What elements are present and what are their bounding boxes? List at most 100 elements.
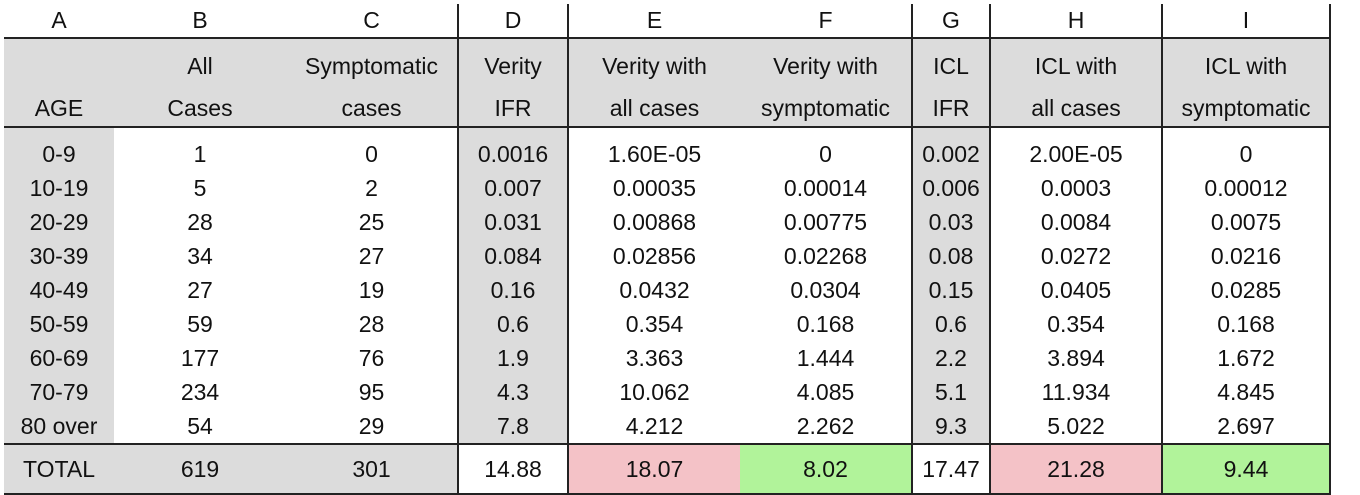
- value-cell: 0.0003: [989, 171, 1162, 205]
- value-cell: 0.08: [911, 239, 990, 273]
- value-cell: 76: [358, 344, 385, 371]
- table-row: 10-19 5 2 0.007 0.00035 0.00014 0.006 0.0003 0.0…: [4, 171, 1331, 205]
- value-cell: 0.168: [796, 310, 855, 337]
- value-cell: 0.15: [911, 273, 990, 307]
- value-cell: 4.212: [567, 409, 740, 444]
- value-cell: 0.0432: [567, 273, 740, 307]
- table-row: 80 over 54 29 7.8 4.212 2.262 9.3 5.022 2.697: [4, 409, 1331, 444]
- value-cell: 5.022: [989, 409, 1162, 444]
- header-row-1: All Symptomatic Verity Verity with Verity wi…: [4, 38, 1331, 82]
- header-row-2: AGE Cases cases IFR all cases symptomatic IFR a…: [4, 82, 1331, 128]
- value-cell: 3.894: [989, 341, 1162, 375]
- header-cell: cases: [286, 82, 458, 128]
- header-cell: all cases: [989, 82, 1162, 128]
- value-cell: 4.085: [796, 378, 855, 405]
- value-cell: 0.0216: [1161, 239, 1331, 273]
- header-cell: AGE: [4, 82, 114, 128]
- value-cell: 3.363: [567, 341, 740, 375]
- header-cell: ICL with: [1161, 38, 1331, 82]
- age-cell: 40-49: [4, 273, 114, 307]
- header-cell: ICL: [911, 38, 990, 82]
- total-cell: 8.02: [740, 443, 912, 495]
- header-cell: Verity with: [740, 38, 912, 82]
- value-cell: 0: [365, 141, 378, 167]
- value-cell: 0.00014: [783, 174, 868, 201]
- table-row: 60-69 177 76 1.9 3.363 1.444 2.2 3.894 1.672: [4, 341, 1331, 375]
- age-cell: 0-9: [4, 127, 114, 171]
- column-letter: A: [4, 4, 114, 39]
- value-cell: 1: [193, 141, 207, 167]
- table-row: 30-39 34 27 0.084 0.02856 0.02268 0.08 0.0272 0.…: [4, 239, 1331, 273]
- header-cell: [4, 38, 114, 82]
- header-cell: Cases: [114, 82, 286, 128]
- value-cell: 1.444: [796, 344, 855, 371]
- value-cell: 0.00775: [783, 208, 868, 235]
- header-cell: Verity with: [567, 38, 740, 82]
- column-letter: I: [1161, 4, 1331, 39]
- total-label: TOTAL: [4, 443, 114, 495]
- column-letter: H: [989, 4, 1162, 39]
- table-row: 70-79 234 95 4.3 10.062 4.085 5.1 11.934 4.845: [4, 375, 1331, 409]
- value-cell: 29: [358, 412, 385, 439]
- age-cell: 80 over: [4, 409, 114, 444]
- age-cell: 20-29: [4, 205, 114, 239]
- total-cell: 21.28: [989, 443, 1162, 495]
- value-cell: 0.03: [911, 205, 990, 239]
- value-cell: 0.354: [989, 307, 1162, 341]
- header-cell: IFR: [457, 82, 568, 128]
- value-cell: 0: [1161, 127, 1331, 171]
- value-cell: 5.1: [911, 375, 990, 409]
- header-cell: IFR: [911, 82, 990, 128]
- table-row: 40-49 27 19 0.16 0.0432 0.0304 0.15 0.0405 0.028…: [4, 273, 1331, 307]
- table-row: 0-9 1 0 0.0016 1.60E-05 0 0.002 2.00E-05 0: [4, 127, 1331, 171]
- total-cell: 17.47: [911, 443, 990, 495]
- value-cell: 0.00035: [567, 171, 740, 205]
- value-cell: 0.084: [457, 239, 568, 273]
- value-cell: 0.0016: [457, 127, 568, 171]
- header-cell: symptomatic: [1161, 82, 1331, 128]
- value-cell: 9.3: [911, 409, 990, 444]
- header-cell: symptomatic: [740, 82, 912, 128]
- table-row: 20-29 28 25 0.031 0.00868 0.00775 0.03 0.0084 0.…: [4, 205, 1331, 239]
- value-cell: 0.0304: [790, 276, 861, 303]
- value-cell: 28: [358, 310, 385, 337]
- table-row: 50-59 59 28 0.6 0.354 0.168 0.6 0.354 0.168: [4, 307, 1331, 341]
- value-cell: 0.6: [911, 307, 990, 341]
- value-cell: 0.002: [911, 127, 990, 171]
- value-cell: 0.16: [457, 273, 568, 307]
- column-letter: C: [286, 4, 458, 39]
- value-cell: 10.062: [567, 375, 740, 409]
- value-cell: 2: [365, 174, 378, 201]
- value-cell: 177: [180, 344, 220, 371]
- age-cell: 50-59: [4, 307, 114, 341]
- table-body: A B C D E F G H I All Symptomatic Verity Verity with…: [4, 4, 1331, 495]
- value-cell: 0.02268: [783, 242, 868, 269]
- value-cell: 5: [193, 174, 207, 201]
- value-cell: 0.0075: [1161, 205, 1331, 239]
- header-cell: all cases: [567, 82, 740, 128]
- total-cell: 619: [114, 443, 286, 495]
- value-cell: 95: [358, 378, 385, 405]
- value-cell: 19: [358, 276, 385, 303]
- header-cell: ICL with: [989, 38, 1162, 82]
- header-cell: Symptomatic: [286, 38, 458, 82]
- value-cell: 59: [187, 310, 213, 337]
- value-cell: 0.0272: [989, 239, 1162, 273]
- value-cell: 27: [187, 276, 213, 303]
- age-cell: 60-69: [4, 341, 114, 375]
- total-cell: 9.44: [1161, 443, 1331, 495]
- header-cell: Verity: [457, 38, 568, 82]
- value-cell: 25: [358, 208, 385, 235]
- ifr-table: A B C D E F G H I All Symptomatic Verity Verity with…: [4, 4, 1331, 495]
- value-cell: 4.845: [1161, 375, 1331, 409]
- value-cell: 1.60E-05: [567, 127, 740, 171]
- value-cell: 2.2: [911, 341, 990, 375]
- column-letter: E: [567, 4, 740, 39]
- value-cell: 0.02856: [567, 239, 740, 273]
- total-cell: 18.07: [567, 443, 740, 495]
- total-cell: 301: [286, 443, 458, 495]
- age-cell: 70-79: [4, 375, 114, 409]
- value-cell: 0.6: [457, 307, 568, 341]
- value-cell: 0.006: [911, 171, 990, 205]
